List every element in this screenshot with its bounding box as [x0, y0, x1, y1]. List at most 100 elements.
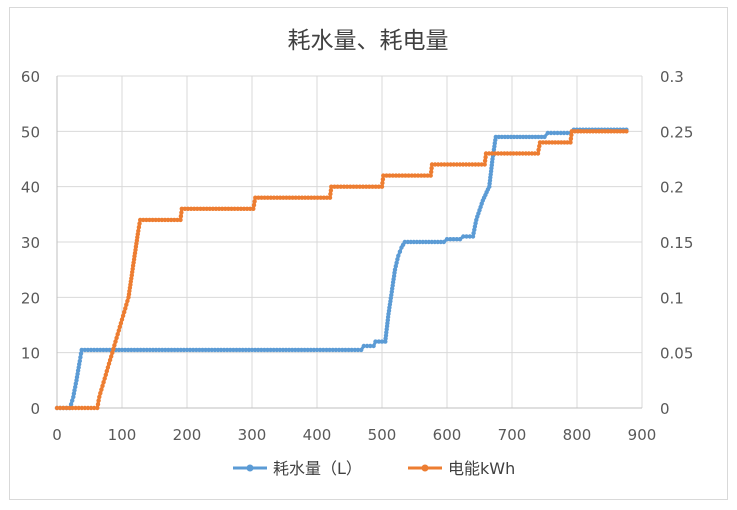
data-point: [107, 347, 112, 353]
data-point: [147, 217, 152, 223]
y2-tick-label: 0: [660, 400, 670, 418]
data-point: [352, 347, 358, 353]
x-tick-label: 300: [238, 426, 267, 444]
data-point: [265, 347, 270, 353]
data-point: [470, 234, 476, 239]
data-point: [101, 347, 106, 353]
data-point: [206, 347, 211, 353]
data-point: [520, 151, 525, 156]
data-point: [373, 339, 378, 344]
data-point: [482, 158, 488, 163]
data-point: [201, 206, 206, 211]
data-point: [341, 184, 347, 189]
data-point: [238, 206, 244, 211]
data-point: [419, 173, 424, 178]
data-point: [545, 130, 550, 136]
data-point: [100, 383, 105, 389]
data-point: [436, 162, 441, 167]
data-point: [117, 324, 123, 329]
data-point: [321, 195, 326, 200]
data-point: [213, 206, 219, 211]
data-point: [457, 237, 463, 242]
data-point: [136, 228, 141, 234]
data-point: [79, 347, 84, 353]
data-point: [393, 264, 398, 269]
data-point: [277, 347, 283, 353]
data-point: [147, 347, 153, 353]
data-point: [472, 224, 478, 229]
data-point: [105, 365, 111, 370]
data-point: [330, 347, 335, 353]
data-point: [101, 380, 106, 385]
data-point: [324, 195, 330, 200]
data-point: [286, 347, 292, 353]
data-point: [572, 129, 577, 134]
data-point: [278, 195, 283, 200]
data-point: [467, 162, 472, 167]
data-point: [163, 347, 168, 353]
data-point: [517, 134, 523, 140]
data-point: [179, 210, 184, 215]
y-tick-label: 50: [21, 123, 40, 141]
data-point: [136, 225, 142, 230]
data-point: [565, 130, 570, 136]
data-point: [542, 134, 547, 140]
data-point: [467, 234, 472, 239]
data-point: [489, 151, 495, 156]
data-point: [425, 173, 430, 178]
data-point: [138, 347, 143, 353]
data-point: [221, 347, 227, 353]
data-point: [299, 195, 305, 200]
data-point: [218, 347, 224, 353]
data-point: [253, 195, 258, 200]
data-point: [179, 206, 184, 211]
data-point: [71, 391, 77, 396]
y-tick-label: 20: [21, 289, 40, 307]
y2-tick-label: 0.2: [660, 179, 684, 197]
x-tick-label: 700: [498, 426, 527, 444]
data-point: [265, 195, 270, 200]
data-point: [559, 140, 564, 145]
data-point: [118, 321, 124, 326]
data-point: [371, 343, 376, 349]
data-point: [185, 206, 191, 211]
data-point: [231, 347, 236, 353]
data-point: [153, 217, 158, 223]
data-point: [315, 195, 320, 200]
data-point: [473, 162, 478, 167]
data-point: [165, 217, 171, 223]
data-point: [536, 134, 541, 140]
legend-marker: [421, 464, 429, 472]
data-point: [274, 195, 280, 200]
data-point: [159, 217, 165, 223]
data-point: [471, 230, 476, 236]
data-point: [464, 234, 469, 239]
data-point: [182, 206, 188, 211]
data-point: [268, 347, 273, 353]
data-point: [198, 206, 203, 211]
data-point: [357, 184, 362, 189]
data-point: [441, 239, 446, 245]
data-point: [246, 347, 252, 353]
data-point: [536, 147, 541, 152]
data-point: [395, 257, 400, 262]
data-point: [75, 371, 80, 377]
data-point: [569, 132, 574, 138]
data-point: [396, 173, 402, 178]
data-point: [70, 405, 75, 411]
y-tick-label: 60: [21, 68, 40, 86]
y-tick-label: 0: [30, 400, 40, 418]
data-point: [166, 347, 171, 353]
data-point: [73, 384, 78, 390]
data-point: [64, 405, 69, 411]
data-point: [284, 195, 289, 200]
data-point: [448, 162, 453, 167]
data-point: [599, 129, 605, 134]
data-point: [107, 357, 113, 363]
data-point: [474, 217, 479, 223]
x-tick-label: 200: [173, 426, 202, 444]
y-tick-label: 30: [21, 234, 40, 252]
data-point: [360, 184, 366, 189]
data-point: [229, 206, 234, 211]
